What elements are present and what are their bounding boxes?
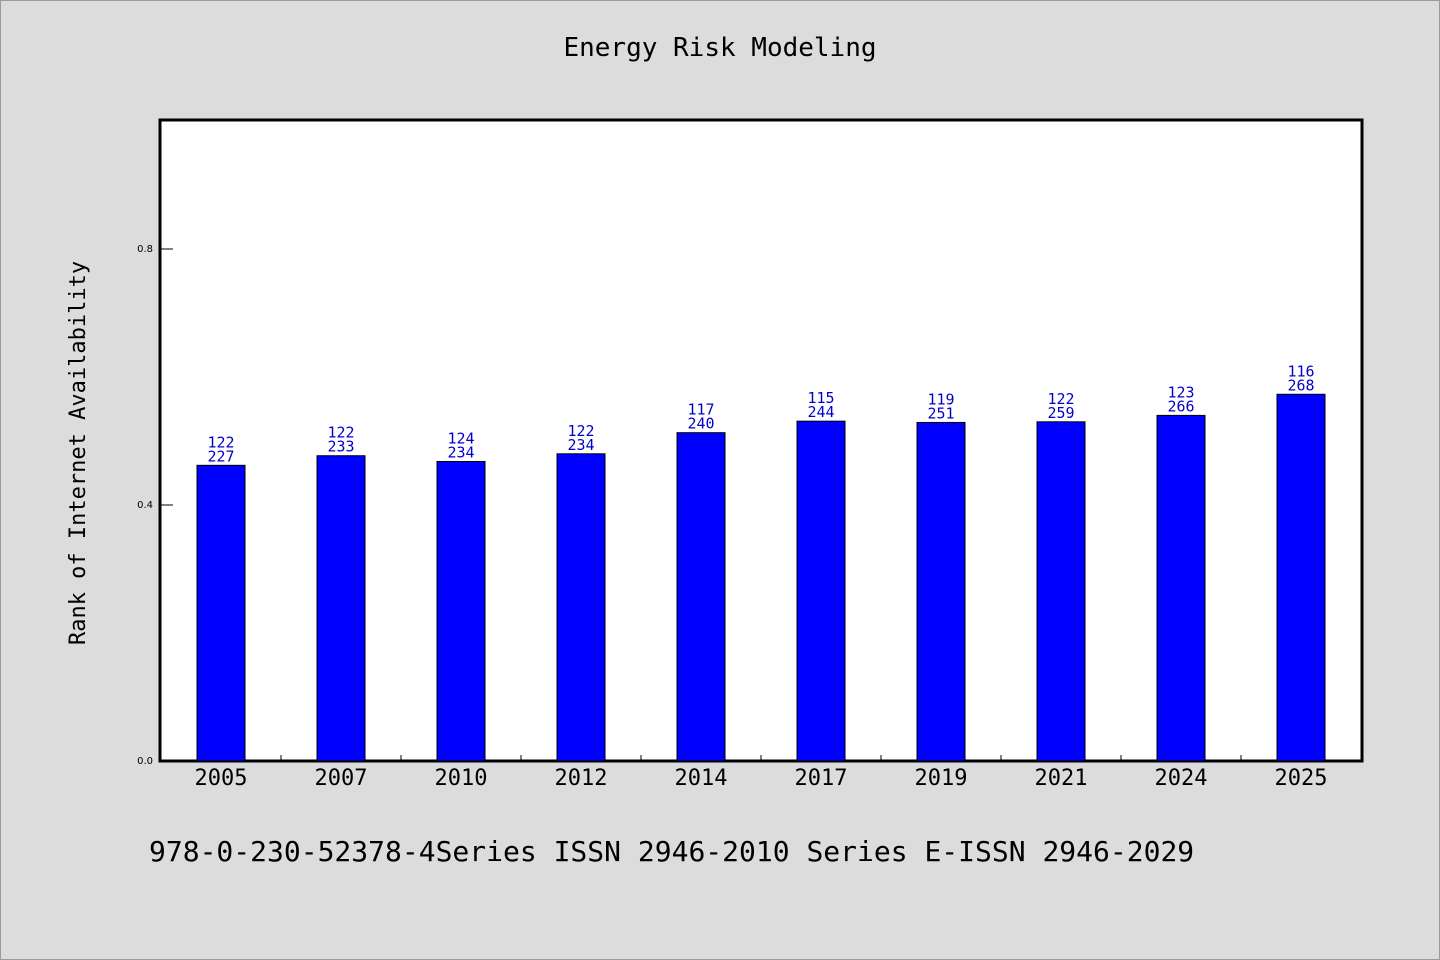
bar <box>556 453 606 762</box>
data-label: 117 <box>687 401 714 419</box>
data-label: 233 <box>327 438 354 456</box>
data-label: 122 <box>1047 390 1074 408</box>
y-tick-label: 0.8 <box>137 244 153 255</box>
data-label: 116 <box>1287 362 1314 380</box>
bar <box>676 432 726 762</box>
data-label: 268 <box>1287 376 1314 394</box>
bar <box>436 460 486 762</box>
data-label: 234 <box>447 443 474 461</box>
chart-title: Energy Risk Modeling <box>563 33 877 63</box>
bar <box>796 420 846 762</box>
x-tick-label: 2025 <box>1275 766 1328 791</box>
data-label: 266 <box>1167 397 1194 415</box>
bar <box>196 464 246 762</box>
bar <box>1276 393 1326 762</box>
data-label: 122 <box>207 433 234 451</box>
x-tick-label: 2017 <box>795 766 848 791</box>
data-label: 234 <box>567 436 594 454</box>
footer-note: 978-0-230-52378-4Series ISSN 2946-2010 S… <box>149 835 1195 868</box>
x-tick-label: 2024 <box>1155 766 1208 791</box>
y-tick-label: 0.0 <box>137 756 153 767</box>
data-label: 244 <box>807 403 834 421</box>
x-tick-label: 2021 <box>1035 766 1088 791</box>
bar <box>1036 421 1086 762</box>
x-tick-label: 2012 <box>555 766 608 791</box>
x-tick-label: 2007 <box>315 766 368 791</box>
x-tick-label: 2014 <box>675 766 728 791</box>
data-label: 123 <box>1167 383 1194 401</box>
data-label: 240 <box>687 415 714 433</box>
y-tick-label: 0.4 <box>137 500 153 511</box>
data-label: 115 <box>807 389 834 407</box>
data-label: 122 <box>327 424 354 442</box>
x-tick-label: 2005 <box>195 766 248 791</box>
data-label: 227 <box>207 447 234 465</box>
data-label: 259 <box>1047 404 1074 422</box>
bar-series <box>196 393 1326 762</box>
x-tick-label: 2019 <box>915 766 968 791</box>
data-label: 122 <box>567 422 594 440</box>
data-label: 251 <box>927 404 954 422</box>
y-axis-label: Rank of Internet Availability <box>66 261 91 645</box>
bar <box>1156 414 1206 762</box>
bar <box>316 455 366 762</box>
data-label: 124 <box>447 429 474 447</box>
y-axis: 0.0 0.4 0.8 <box>137 244 173 767</box>
x-tick-label: 2010 <box>435 766 488 791</box>
data-label: 119 <box>927 390 954 408</box>
x-axis: 2005 2007 2010 2012 2014 2017 2019 2021 2024 2025 <box>195 755 1328 791</box>
bar <box>916 421 966 762</box>
